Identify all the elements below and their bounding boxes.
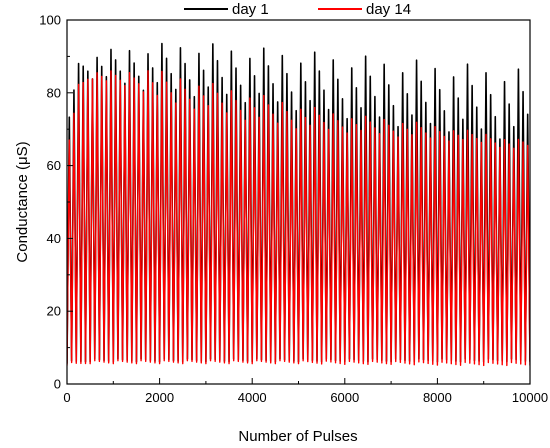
x-axis-label: Number of Pulses <box>238 428 357 445</box>
y-tick-label: 100 <box>39 13 61 28</box>
legend: day 1 day 14 <box>184 1 411 18</box>
y-tick-label: 80 <box>47 85 61 100</box>
x-tick-label: 8000 <box>423 390 452 405</box>
series-day14-line <box>67 70 530 367</box>
x-axis: 0 2000 4000 6000 8000 10000 <box>63 378 548 405</box>
x-tick-label: 6000 <box>330 390 359 405</box>
y-axis-label: Conductance (μS) <box>14 141 31 262</box>
x-tick-label: 10000 <box>512 390 548 405</box>
x-tick-label: 2000 <box>145 390 174 405</box>
x-tick-label: 0 <box>63 390 70 405</box>
series-layer <box>67 42 530 367</box>
x-tick-label: 4000 <box>238 390 267 405</box>
y-tick-label: 20 <box>47 304 61 319</box>
y-axis: 0 20 40 60 80 100 <box>39 13 73 392</box>
y-tick-label: 0 <box>54 377 61 392</box>
y-tick-label: 40 <box>47 231 61 246</box>
legend-label-day1: day 1 <box>232 1 269 18</box>
legend-label-day14: day 14 <box>366 1 411 18</box>
y-tick-label: 60 <box>47 158 61 173</box>
